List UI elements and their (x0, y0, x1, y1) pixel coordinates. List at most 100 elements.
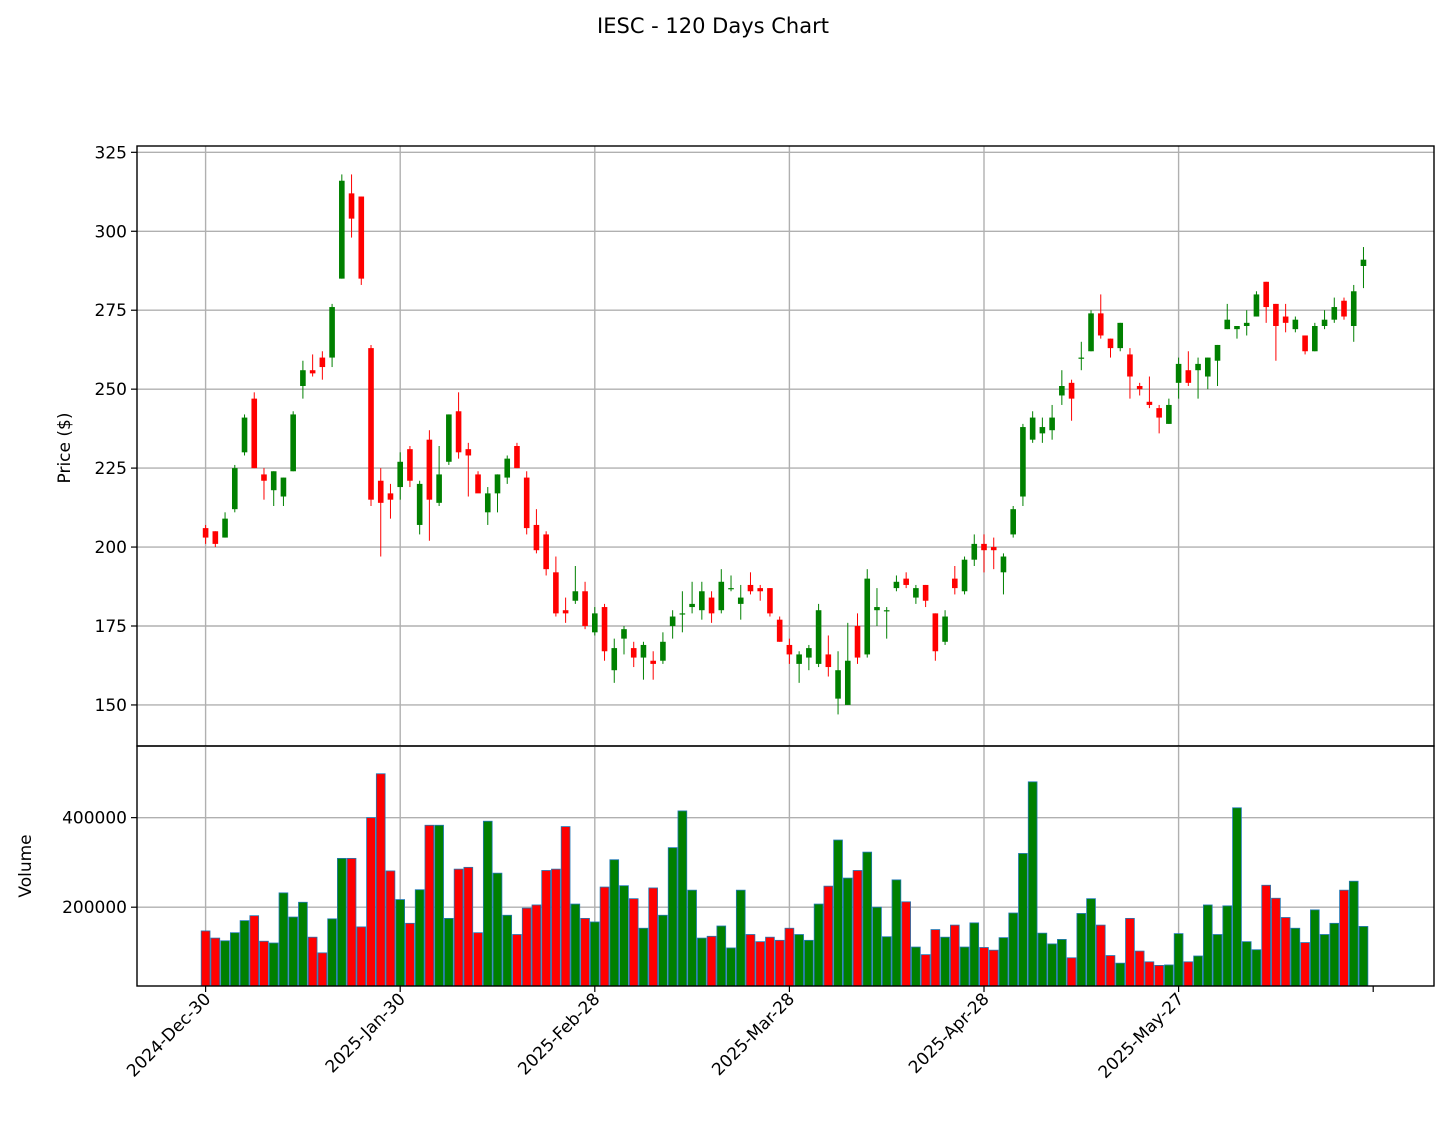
candle-body (251, 398, 258, 469)
candle-body (261, 474, 267, 481)
volume-bar (901, 901, 911, 987)
candle-body (825, 654, 832, 668)
volume-bar (366, 817, 376, 987)
price-y-tick-label: 300 (95, 222, 127, 242)
volume-bar (1319, 934, 1330, 987)
x-tick-label: 2025-Jan-30 (322, 989, 410, 1077)
volume-bar (268, 942, 279, 987)
candle-body (689, 603, 695, 608)
candle-body (504, 458, 511, 478)
volume-bar (385, 870, 396, 987)
candle-body (1234, 326, 1240, 330)
candle-body (990, 547, 997, 551)
candle-body (776, 619, 783, 642)
candle-body (231, 468, 238, 510)
candle-body (1078, 357, 1085, 359)
volume-bar (580, 917, 590, 987)
x-tick-label: 2025-Mar-28 (708, 989, 799, 1080)
candle-body (1097, 313, 1104, 336)
candle-body (981, 543, 987, 551)
volume-bar (745, 934, 756, 987)
volume-bar (1261, 884, 1271, 987)
candle-body (796, 654, 802, 664)
candle-body (1059, 386, 1065, 396)
volume-bar (405, 922, 415, 987)
volume-bar (1154, 965, 1164, 987)
candle-body (348, 193, 355, 219)
candle-body (1312, 326, 1318, 352)
volume-bar (395, 899, 405, 987)
volume-bar (988, 949, 999, 987)
volume-bar (473, 932, 483, 987)
candle-body (1302, 335, 1308, 352)
candle-body (786, 644, 793, 655)
candle-body (426, 439, 433, 500)
volume-bar (1290, 927, 1301, 987)
volume-bar (346, 857, 357, 987)
candle-body (1331, 307, 1338, 320)
x-tick-label: 2024-Dec-30 (123, 989, 215, 1081)
volume-bar (1232, 807, 1242, 987)
price-y-tick-label: 150 (95, 696, 127, 716)
candle-body (932, 613, 939, 652)
candle-body (903, 578, 909, 585)
volume-bar (969, 922, 980, 987)
candle-body (1321, 319, 1328, 326)
volume-bar (453, 868, 464, 987)
volume-bar (375, 773, 386, 987)
volume-bar (1105, 955, 1116, 987)
volume-bar (628, 898, 639, 987)
volume-bar (716, 925, 727, 987)
volume-bar (1329, 922, 1340, 987)
candle-body (222, 518, 228, 538)
candle-body (202, 528, 209, 538)
candle-body (1000, 556, 1007, 573)
candle-body (1243, 322, 1250, 326)
volume-bar (667, 847, 678, 987)
price-y-tick-label: 250 (95, 380, 127, 400)
volume-bar (687, 889, 697, 987)
volume-bar (1115, 962, 1126, 987)
candle-body (572, 591, 579, 601)
volume-bar (317, 952, 328, 987)
candle-body (747, 584, 754, 592)
volume-bar (658, 914, 668, 987)
volume-bar (531, 904, 542, 987)
candle-body (397, 461, 403, 488)
volume-bar (804, 939, 814, 987)
volume-bar (920, 954, 931, 987)
volume-bar (774, 939, 785, 987)
candle-body (514, 446, 520, 469)
volume-bar (249, 915, 260, 987)
candle-body (1224, 319, 1231, 330)
candle-body (533, 524, 540, 551)
volume-bar (765, 936, 775, 987)
candle-body (961, 559, 968, 592)
candle-body (592, 613, 598, 633)
x-tick-label: 2025-May-27 (1095, 989, 1188, 1082)
volume-bar (862, 851, 873, 987)
volume-bar (735, 889, 746, 987)
candle-body (358, 196, 365, 279)
x-axis: 2024-Dec-30 2025-Jan-30 2025-Feb-28 2025-Ma… (123, 986, 1374, 1083)
candle-body (1020, 427, 1026, 497)
volume-bar (1076, 913, 1087, 987)
volume-bar (307, 936, 318, 987)
volume-bar (833, 839, 843, 987)
candle-body (416, 483, 423, 525)
volume-bar (512, 934, 522, 987)
volume-axis-label: Volume (16, 834, 36, 897)
volume-bar (930, 929, 941, 987)
candle-body (309, 370, 316, 374)
candle-body (601, 607, 608, 652)
volume-bar (950, 924, 960, 987)
volume-bar (1173, 933, 1184, 987)
volume-bar (424, 824, 435, 987)
candle-body (737, 597, 744, 604)
candle-body (339, 180, 345, 279)
volume-bar (1164, 964, 1174, 987)
volume-bar (482, 820, 493, 987)
candle-body (270, 471, 277, 491)
volume-bar (1095, 924, 1106, 987)
